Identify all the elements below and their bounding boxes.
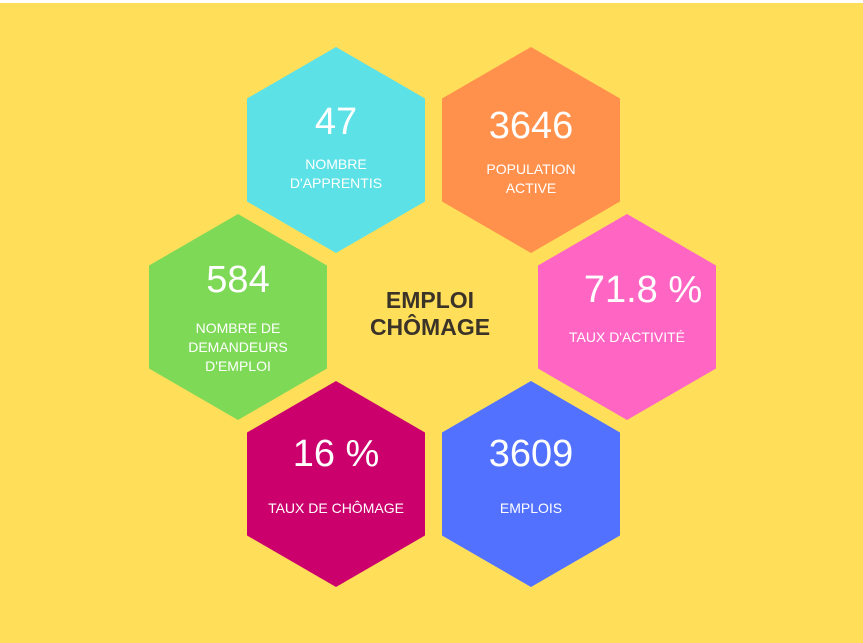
stat-population-label-line1: POPULATION	[486, 161, 576, 177]
stat-demandeurs-label-line2: DEMANDEURS	[188, 339, 288, 355]
stat-population-value: 3646	[488, 105, 574, 147]
stat-emplois-label-line1: EMPLOIS	[499, 500, 563, 516]
stat-activite-label: TAUX D'ACTIVITÉ	[548, 328, 706, 347]
stat-apprentis-label-line1: NOMBRE	[305, 156, 367, 172]
stat-demandeurs-label: NOMBRE DE DEMANDEURS D'EMPLOI	[159, 319, 317, 376]
stat-emplois-hexagon: 3609 EMPLOIS	[442, 381, 620, 587]
infographic-canvas: 47 NOMBRE D'APPRENTIS 3646 POPULATION AC…	[0, 3, 863, 643]
infographic-title: EMPLOI CHÔMAGE	[330, 287, 530, 341]
stat-population-label-line2: ACTIVE	[505, 180, 557, 196]
stat-emplois-label: EMPLOIS	[452, 499, 610, 518]
stat-chomage-label: TAUX DE CHÔMAGE	[257, 499, 415, 518]
stat-apprentis-hexagon: 47 NOMBRE D'APPRENTIS	[247, 47, 425, 253]
stat-chomage-value: 16 %	[292, 433, 380, 475]
stat-activite-hexagon: 71.8 % TAUX D'ACTIVITÉ	[538, 214, 716, 420]
stat-apprentis-value: 47	[314, 101, 358, 143]
stat-emplois-value: 3609	[488, 433, 574, 475]
stat-activite-label-line1: TAUX D'ACTIVITÉ	[569, 329, 685, 345]
stat-demandeurs-label-line1: NOMBRE DE	[195, 320, 281, 336]
stat-chomage-label-line1: TAUX DE CHÔMAGE	[268, 500, 404, 516]
stat-demandeurs-label-line3: D'EMPLOI	[205, 358, 271, 374]
stat-apprentis-label: NOMBRE D'APPRENTIS	[257, 155, 415, 193]
title-line1: EMPLOI	[385, 287, 475, 313]
stat-population-hexagon: 3646 POPULATION ACTIVE	[442, 47, 620, 253]
stat-apprentis-label-line2: D'APPRENTIS	[289, 175, 383, 191]
stat-activite-value: 71.8 %	[583, 269, 703, 311]
stat-demandeurs-value: 584	[206, 259, 270, 301]
stat-population-label: POPULATION ACTIVE	[452, 160, 610, 198]
title-line2: CHÔMAGE	[369, 314, 491, 340]
stat-chomage-hexagon: 16 % TAUX DE CHÔMAGE	[247, 381, 425, 587]
stat-demandeurs-hexagon: 584 NOMBRE DE DEMANDEURS D'EMPLOI	[149, 214, 327, 420]
